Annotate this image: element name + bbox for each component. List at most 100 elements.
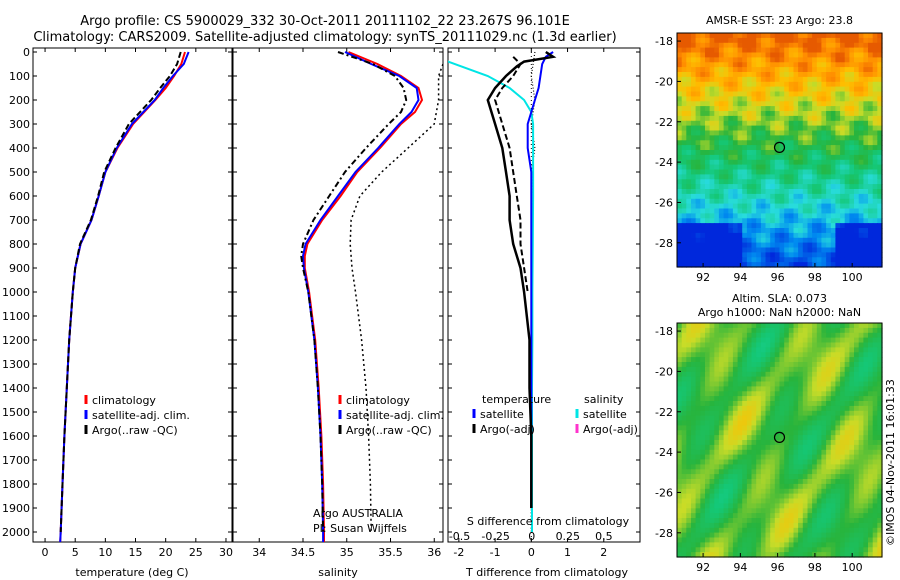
sst-cell bbox=[854, 135, 860, 141]
sst-cell bbox=[877, 101, 883, 107]
sst-cell bbox=[700, 145, 706, 151]
sla-cell bbox=[677, 503, 683, 509]
sst-cell bbox=[868, 96, 874, 102]
sla-cell bbox=[844, 537, 850, 543]
sla-cell bbox=[858, 508, 864, 514]
sst-cell bbox=[742, 101, 748, 107]
sst-cell bbox=[774, 252, 781, 258]
sst-cell bbox=[700, 252, 706, 258]
sst-cell bbox=[737, 37, 743, 44]
sla-cell bbox=[858, 410, 864, 417]
sst-cell bbox=[714, 115, 720, 122]
sla-cell bbox=[709, 357, 715, 363]
sla-cell bbox=[830, 508, 837, 514]
panel-frame-2 bbox=[447, 47, 641, 543]
sla-cell bbox=[858, 391, 864, 397]
sla-cell bbox=[812, 454, 818, 461]
sla-cell bbox=[714, 440, 720, 446]
sla-cell bbox=[802, 327, 809, 334]
sla-cell bbox=[858, 332, 864, 339]
sst-cell bbox=[788, 247, 795, 253]
sla-cell bbox=[718, 479, 725, 485]
sal-line-dotted bbox=[349, 62, 443, 533]
sla-cell bbox=[723, 474, 729, 480]
sla-cell bbox=[677, 552, 683, 558]
sst-cell bbox=[728, 106, 734, 112]
sst-cell bbox=[765, 67, 771, 73]
sst-cell bbox=[826, 213, 832, 219]
sla-cell bbox=[816, 386, 823, 392]
sla-cell bbox=[709, 332, 715, 339]
sst-cell bbox=[765, 208, 771, 214]
sst-cell bbox=[723, 174, 729, 180]
sla-cell bbox=[737, 498, 743, 504]
sst-cell bbox=[788, 159, 795, 166]
sla-cell bbox=[826, 366, 832, 373]
sla-cell bbox=[854, 459, 860, 465]
sst-cell bbox=[812, 67, 818, 73]
sst-cell bbox=[709, 150, 715, 156]
sla-cell bbox=[835, 469, 841, 475]
sla-cell bbox=[770, 522, 776, 529]
sla-cell bbox=[807, 347, 813, 353]
sst-cell bbox=[705, 140, 711, 146]
sla-cell bbox=[728, 498, 734, 504]
sst-cell bbox=[821, 189, 827, 195]
sst-cell bbox=[746, 218, 753, 224]
sla-cell bbox=[854, 366, 860, 373]
sst-cell bbox=[705, 135, 711, 141]
sst-cell bbox=[788, 101, 795, 107]
sst-cell bbox=[700, 257, 706, 263]
sst-cell bbox=[718, 242, 725, 249]
sla-cell bbox=[774, 542, 781, 548]
sst-cell bbox=[863, 96, 869, 102]
sst-cell bbox=[709, 169, 715, 175]
sst-cell bbox=[746, 257, 753, 263]
sst-cell bbox=[774, 52, 781, 58]
sst-cell bbox=[714, 37, 720, 44]
sst-cell bbox=[765, 150, 771, 156]
sst-cell bbox=[700, 125, 706, 132]
sla-cell bbox=[723, 469, 729, 475]
sst-cell bbox=[677, 193, 683, 200]
sst-cell bbox=[807, 130, 813, 136]
sla-cell bbox=[830, 483, 837, 490]
sla-cell bbox=[746, 449, 753, 456]
sst-cell bbox=[714, 145, 720, 151]
sst-cell bbox=[798, 67, 804, 73]
sla-cell bbox=[746, 381, 753, 387]
sst-cell bbox=[821, 106, 827, 112]
sst-cell bbox=[816, 140, 823, 146]
top-tick-label: -0.25 bbox=[481, 530, 509, 543]
sst-cell bbox=[714, 242, 720, 249]
sst-cell bbox=[691, 169, 697, 175]
sst-cell bbox=[854, 257, 860, 263]
sst-cell bbox=[751, 257, 757, 263]
sst-cell bbox=[732, 47, 739, 54]
sst-cell bbox=[705, 193, 711, 200]
sst-cell bbox=[877, 150, 883, 156]
sst-cell bbox=[858, 33, 864, 39]
sla-cell bbox=[774, 518, 781, 524]
sst-cell bbox=[695, 140, 701, 146]
sla-cell bbox=[844, 444, 850, 451]
sst-cell bbox=[705, 189, 711, 195]
x-tick-label: -2 bbox=[453, 546, 464, 559]
sst-cell bbox=[751, 242, 757, 249]
sla-cell bbox=[854, 371, 860, 378]
sst-cell bbox=[686, 67, 692, 73]
sla-cell bbox=[746, 542, 753, 548]
sst-cell bbox=[784, 47, 790, 54]
sla-cell bbox=[877, 459, 883, 465]
sst-cell bbox=[812, 52, 818, 58]
sst-cell bbox=[700, 218, 706, 224]
sla-cell bbox=[872, 513, 878, 519]
sst-cell bbox=[849, 52, 855, 58]
sst-cell bbox=[695, 76, 701, 83]
sst-lon-tick-label: 92 bbox=[696, 271, 710, 284]
sst-cell bbox=[798, 179, 804, 185]
sst-cell bbox=[868, 198, 874, 205]
sst-cell bbox=[691, 179, 697, 185]
sst-cell bbox=[844, 67, 850, 73]
sst-cell bbox=[816, 262, 823, 268]
